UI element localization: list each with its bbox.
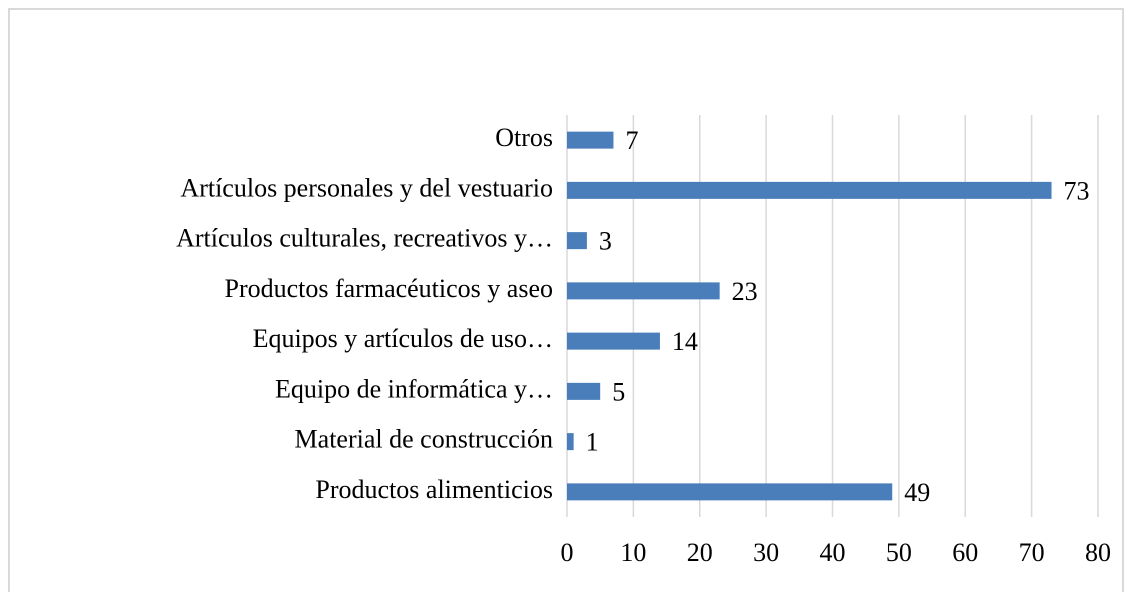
x-tick-label: 60 xyxy=(952,538,978,567)
value-label: 7 xyxy=(625,126,638,155)
x-tick-label: 0 xyxy=(561,538,574,567)
value-label: 49 xyxy=(904,478,930,507)
y-tick-label: Equipo de informática y… xyxy=(275,374,553,403)
x-tick-label: 50 xyxy=(886,538,912,567)
value-label: 5 xyxy=(612,377,625,406)
bar xyxy=(567,382,601,400)
x-tick-label: 10 xyxy=(620,538,646,567)
y-tick-label: Material de construcción xyxy=(295,425,553,454)
x-tick-label: 40 xyxy=(820,538,846,567)
bar xyxy=(567,332,660,350)
y-tick-label: Otros xyxy=(495,123,553,152)
bar xyxy=(567,131,614,149)
bar xyxy=(567,282,720,300)
value-label: 14 xyxy=(672,327,698,356)
y-tick-label: Artículos personales y del vestuario xyxy=(180,173,553,202)
bar xyxy=(567,433,574,451)
x-tick-label: 30 xyxy=(753,538,779,567)
value-label: 1 xyxy=(586,428,599,457)
bar xyxy=(567,181,1052,199)
value-label: 23 xyxy=(732,277,758,306)
y-tick-label: Productos alimenticios xyxy=(315,475,553,504)
bar xyxy=(567,483,893,501)
x-tick-label: 70 xyxy=(1019,538,1045,567)
y-tick-label: Productos farmacéuticos y aseo xyxy=(224,274,553,303)
x-tick-label: 20 xyxy=(687,538,713,567)
x-tick-label: 80 xyxy=(1085,538,1111,567)
value-label: 73 xyxy=(1064,176,1090,205)
y-tick-label: Equipos y artículos de uso… xyxy=(253,324,553,353)
chart-border xyxy=(8,8,1124,592)
y-tick-label: Artículos culturales, recreativos y… xyxy=(176,224,553,253)
bar xyxy=(567,232,587,250)
value-label: 3 xyxy=(599,227,612,256)
